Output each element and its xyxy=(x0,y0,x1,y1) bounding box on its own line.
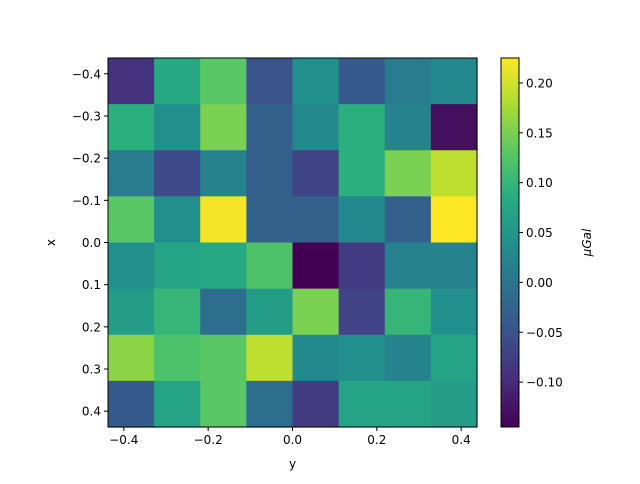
heatmap-cell xyxy=(154,58,201,105)
x-tick-label: 0.4 xyxy=(452,433,471,447)
y-tick-label: −0.1 xyxy=(72,194,101,208)
heatmap-cell xyxy=(200,196,247,244)
heatmap-cell xyxy=(292,58,340,105)
heatmap-cell xyxy=(246,104,294,151)
heatmap-cell xyxy=(200,334,247,382)
colorbar-tick-label: −0.05 xyxy=(526,326,563,340)
heatmap-cell xyxy=(154,288,201,336)
heatmap-cell xyxy=(108,196,155,244)
colorbar-tick-label: 0.20 xyxy=(526,76,553,90)
heatmap-cell xyxy=(384,334,432,382)
heatmap-cell xyxy=(246,334,294,382)
heatmap-cell xyxy=(384,104,432,151)
y-tick-label: 0.2 xyxy=(82,320,101,334)
heatmap-cell xyxy=(384,242,432,290)
heatmap-cell xyxy=(246,288,294,336)
heatmap-cell xyxy=(338,58,386,105)
heatmap-cell xyxy=(154,334,201,382)
heatmap-cell xyxy=(430,150,478,197)
heatmap-cell xyxy=(430,196,478,244)
colorbar-label: μGal xyxy=(580,228,594,257)
heatmap-cell xyxy=(292,104,340,151)
colorbar-tick-label: 0.00 xyxy=(526,276,553,290)
heatmap-cell xyxy=(154,380,201,428)
heatmap-cell xyxy=(108,150,155,197)
y-tick-label: −0.2 xyxy=(72,152,101,166)
heatmap-cell xyxy=(292,242,340,290)
heatmap-cell xyxy=(292,288,340,336)
heatmap-cell xyxy=(338,104,386,151)
heatmap-cell xyxy=(200,150,247,197)
heatmap-cell xyxy=(384,196,432,244)
heatmap-cell xyxy=(154,196,201,244)
y-tick-label: 0.1 xyxy=(82,278,101,292)
colorbar-tick-label: 0.10 xyxy=(526,176,553,190)
heatmap-cell xyxy=(384,288,432,336)
heatmap-cell xyxy=(108,380,155,428)
x-axis-ticks: −0.4 −0.2 0.0 0.2 0.4 xyxy=(109,427,471,447)
heatmap-cell xyxy=(338,334,386,382)
heatmap-cell xyxy=(154,104,201,151)
heatmap-cell xyxy=(430,242,478,290)
heatmap-cell xyxy=(200,288,247,336)
x-tick-label: 0.2 xyxy=(367,433,386,447)
y-tick-label: 0.3 xyxy=(82,363,101,377)
heatmap-cell xyxy=(384,380,432,428)
heatmap-cell xyxy=(108,334,155,382)
heatmap-cell xyxy=(338,380,386,428)
x-tick-label: 0.0 xyxy=(283,433,302,447)
heatmap-cell xyxy=(200,380,247,428)
heatmap-cells xyxy=(108,58,478,428)
heatmap-cell xyxy=(246,58,294,105)
y-axis-ticks: −0.4 −0.3 −0.2 −0.1 0.0 0.1 0.2 0.3 0.4 xyxy=(72,67,108,419)
heatmap-cell xyxy=(384,58,432,105)
heatmap-cell xyxy=(108,288,155,336)
heatmap-cell xyxy=(200,104,247,151)
colorbar-tick-label: −0.10 xyxy=(526,376,563,390)
heatmap-cell xyxy=(430,58,478,105)
heatmap-cell xyxy=(384,150,432,197)
colorbar-tick-label: 0.15 xyxy=(526,126,553,140)
y-tick-label: −0.4 xyxy=(72,67,101,81)
x-tick-label: −0.2 xyxy=(194,433,223,447)
heatmap-cell xyxy=(292,380,340,428)
heatmap-cell xyxy=(430,334,478,382)
heatmap-cell xyxy=(200,242,247,290)
heatmap-cell xyxy=(338,196,386,244)
heatmap-cell xyxy=(108,242,155,290)
colorbar-tick-label: 0.05 xyxy=(526,226,553,240)
heatmap-cell xyxy=(338,288,386,336)
y-axis-label: x xyxy=(44,239,58,246)
heatmap-cell xyxy=(292,334,340,382)
heatmap-cell xyxy=(246,242,294,290)
heatmap-cell xyxy=(154,150,201,197)
heatmap-cell xyxy=(200,58,247,105)
heatmap-cell xyxy=(246,380,294,428)
heatmap-cell xyxy=(338,150,386,197)
heatmap-cell xyxy=(246,150,294,197)
heatmap-cell xyxy=(338,242,386,290)
heatmap-cell xyxy=(292,150,340,197)
heatmap-cell xyxy=(430,104,478,151)
heatmap-cell xyxy=(430,380,478,428)
colorbar xyxy=(500,57,520,428)
colorbar-ticks: 0.20 0.15 0.10 0.05 0.00 −0.05 −0.10 xyxy=(519,76,563,390)
y-tick-label: −0.3 xyxy=(72,109,101,123)
y-tick-label: 0.4 xyxy=(82,405,101,419)
heatmap-cell xyxy=(108,104,155,151)
heatmap-cell xyxy=(292,196,340,244)
x-tick-label: −0.4 xyxy=(109,433,138,447)
y-tick-label: 0.0 xyxy=(82,236,101,250)
heatmap-cell xyxy=(430,288,478,336)
heatmap-cell xyxy=(154,242,201,290)
heatmap-cell xyxy=(108,58,155,105)
heatmap-cell xyxy=(246,196,294,244)
x-axis-label: y xyxy=(289,457,296,471)
